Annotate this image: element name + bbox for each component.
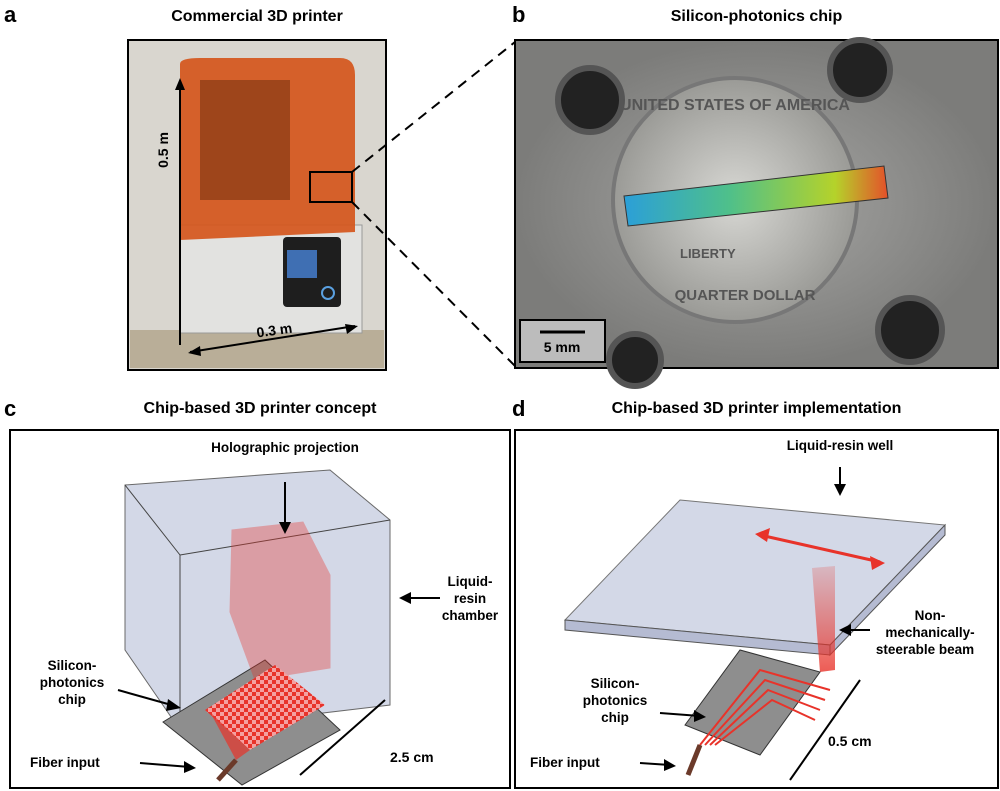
zoom-line-bottom [351, 201, 516, 367]
coin-liberty-text: LIBERTY [680, 246, 736, 261]
panel-label-c: c [4, 396, 17, 421]
fiber-input-label-d: Fiber input [530, 755, 600, 770]
chip-photo: UNITED STATES OF AMERICA LIBERTY QUARTER… [514, 37, 999, 389]
chamber-label-3: chamber [442, 608, 499, 623]
holographic-projection-label: Holographic projection [211, 440, 359, 455]
size-label-c: 2.5 cm [390, 749, 434, 765]
panel-title-b: Silicon-photonics chip [670, 8, 843, 25]
printer-photo: 0.5 m 0.3 m [127, 39, 387, 371]
panel-label-a: a [4, 2, 17, 27]
panel-label-d: d [512, 396, 526, 421]
chip-label-d-3: chip [601, 710, 629, 725]
resin-well-label: Liquid-resin well [787, 438, 894, 453]
implementation-diagram: Liquid-resin well Non- mechanically- ste… [514, 429, 999, 789]
concept-diagram: Holographic projection Liquid- resin cha… [9, 429, 511, 789]
width-label: 0.3 m [255, 320, 293, 341]
beam-label-2: mechanically- [885, 625, 974, 640]
panel-label-b: b [512, 2, 526, 27]
coin-top-text: UNITED STATES OF AMERICA [620, 97, 850, 114]
fiber-input-label-c: Fiber input [30, 755, 100, 770]
panel-title-c: Chip-based 3D printer concept [143, 400, 377, 417]
chip-label-3: chip [58, 692, 86, 707]
beam-label-3: steerable beam [876, 642, 974, 657]
panel-title-a: Commercial 3D printer [171, 8, 343, 25]
chamber-label-1: Liquid- [448, 574, 493, 589]
coin-bottom-text: QUARTER DOLLAR [675, 287, 816, 304]
chip-label-2: photonics [40, 675, 105, 690]
chip-label-d-1: Silicon- [591, 676, 640, 691]
panel-title-d: Chip-based 3D printer implementation [611, 400, 902, 417]
size-label-d: 0.5 cm [828, 733, 872, 749]
chip-label-d-2: photonics [583, 693, 648, 708]
scale-bar-box [519, 319, 606, 363]
chamber-label-2: resin [454, 591, 486, 606]
zoom-line-top [351, 41, 516, 173]
height-label: 0.5 m [155, 132, 171, 168]
beam-label-1: Non- [915, 608, 946, 623]
chip-label-1: Silicon- [48, 658, 97, 673]
scale-bar-label: 5 mm [544, 339, 581, 355]
